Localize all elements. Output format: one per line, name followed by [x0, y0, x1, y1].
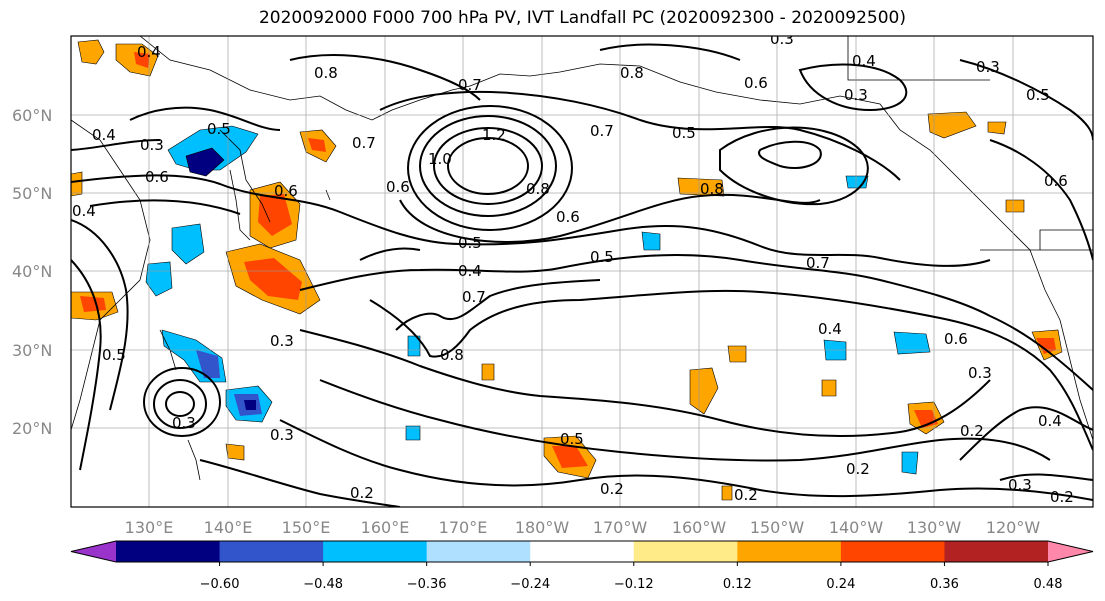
lon-label: 160°E	[361, 518, 410, 537]
colorbar-tick-label: 0.24	[826, 577, 855, 592]
contour-label: 0.3	[770, 30, 794, 48]
lat-label: 60°N	[12, 106, 52, 125]
colorbar-extend-low	[71, 541, 116, 562]
contour-label: 0.5	[458, 234, 482, 252]
contour-label: 0.5	[1026, 86, 1050, 104]
colorbar-swatch	[530, 541, 635, 562]
shaded-regions	[71, 39, 1063, 501]
contour-label: 0.2	[1050, 488, 1074, 506]
contour-label: 0.8	[620, 64, 644, 82]
contour-label: 0.4	[72, 202, 96, 220]
contour-label: 0.2	[600, 480, 624, 498]
lon-label: 170°E	[439, 518, 488, 537]
colorbar-swatch	[633, 541, 738, 562]
map-area: 0.4 0.8 0.7 0.8 0.6 0.4 0.3 0.6 0.3 0.4 …	[71, 30, 1093, 507]
colorbar-tick-label: −0.36	[407, 577, 447, 592]
colorbar-tick-label: −0.12	[614, 577, 654, 592]
contour-label: 0.3	[1008, 476, 1032, 494]
colorbar: −0.60 −0.48 −0.36 −0.24 −0.12 0.12 0.24 0.36 0.4…	[70, 540, 1094, 592]
contour-label: 0.6	[145, 168, 169, 186]
contour-label: 0.6	[1044, 172, 1068, 190]
latitude-labels: 60°N 50°N 40°N 30°N 20°N	[12, 106, 52, 438]
contour-label: 0.7	[462, 288, 486, 306]
lon-label: 170°W	[593, 518, 648, 537]
colorbar-outline	[70, 540, 1094, 563]
figure-title: 2020092000 F000 700 hPa PV, IVT Landfall…	[258, 8, 906, 28]
lat-label: 30°N	[12, 341, 52, 360]
lon-label: 180°W	[515, 518, 570, 537]
lat-label: 20°N	[12, 419, 52, 438]
contour-label: 0.8	[700, 180, 724, 198]
longitude-labels: 130°E 140°E 150°E 160°E 170°E 180°W 170°…	[125, 518, 1041, 537]
contour-label: 0.3	[270, 426, 294, 444]
contour-label: 0.8	[314, 64, 338, 82]
contour-label: 0.3	[844, 86, 868, 104]
contour-label: 0.8	[526, 180, 550, 198]
gridlines	[71, 36, 1093, 507]
colorbar-extend-high	[1048, 541, 1093, 562]
lon-label: 130°W	[907, 518, 962, 537]
contour-label: 0.5	[102, 346, 126, 364]
contour-label: 0.3	[270, 332, 294, 350]
colorbar-swatch	[840, 541, 945, 562]
lon-label: 150°E	[282, 518, 331, 537]
colorbar-swatch	[944, 541, 1049, 562]
contour-label: 1.0	[428, 150, 452, 168]
contour-label: 0.4	[1038, 412, 1062, 430]
contour-label: 0.3	[976, 58, 1000, 76]
lon-label: 120°W	[986, 518, 1041, 537]
contour-label: 0.7	[458, 76, 482, 94]
lat-label: 40°N	[12, 262, 52, 281]
contour-labels: 0.4 0.8 0.7 0.8 0.6 0.4 0.3 0.6 0.3 0.4 …	[72, 30, 1074, 506]
contours	[71, 43, 1093, 507]
colorbar-tick-label: 0.36	[930, 577, 959, 592]
colorbar-swatch	[426, 541, 531, 562]
contour-label: 0.3	[140, 136, 164, 154]
contour-label: 0.4	[818, 320, 842, 338]
colorbar-tick-label: −0.48	[303, 577, 343, 592]
contour-label: 0.4	[137, 43, 161, 61]
colorbar-tick-label: −0.24	[510, 577, 550, 592]
contour-label: 0.6	[944, 330, 968, 348]
contour-label: 0.5	[672, 124, 696, 142]
contour-label: 0.6	[744, 74, 768, 92]
colorbar-tick-label: 0.12	[723, 577, 752, 592]
contour-label: 0.4	[92, 126, 116, 144]
colorbar-tick-label: −0.60	[200, 577, 240, 592]
contour-label: 0.2	[734, 486, 758, 504]
colorbar-swatch	[737, 541, 842, 562]
contour-label: 0.2	[846, 460, 870, 478]
contour-label: 0.3	[968, 364, 992, 382]
lon-label: 130°E	[125, 518, 174, 537]
contour-label: 0.6	[386, 178, 410, 196]
contour-label: 0.7	[806, 254, 830, 272]
colorbar-swatch	[219, 541, 324, 562]
coastlines	[71, 36, 1093, 481]
contour-label: 0.3	[172, 414, 196, 432]
contour-label: 0.7	[590, 122, 614, 140]
colorbar-swatch	[116, 541, 221, 562]
map-frame	[70, 35, 1094, 508]
contour-label: 1.2	[482, 126, 506, 144]
colorbar-swatch	[323, 541, 428, 562]
contour-label: 0.6	[274, 182, 298, 200]
contour-label: 0.5	[560, 430, 584, 448]
lon-label: 140°E	[204, 518, 253, 537]
lat-label: 50°N	[12, 184, 52, 203]
colorbar-tick-label: 0.48	[1034, 577, 1063, 592]
lon-label: 150°W	[750, 518, 805, 537]
contour-label: 0.5	[207, 120, 231, 138]
contour-label: 0.8	[440, 346, 464, 364]
contour-label: 0.2	[960, 422, 984, 440]
lon-label: 140°W	[829, 518, 884, 537]
lon-label: 160°W	[672, 518, 727, 537]
contour-label: 0.6	[556, 208, 580, 226]
contour-label: 0.2	[350, 484, 374, 502]
contour-label: 0.5	[590, 248, 614, 266]
contour-label: 0.4	[852, 52, 876, 70]
contour-label: 0.7	[352, 134, 376, 152]
contour-label: 0.4	[458, 262, 482, 280]
